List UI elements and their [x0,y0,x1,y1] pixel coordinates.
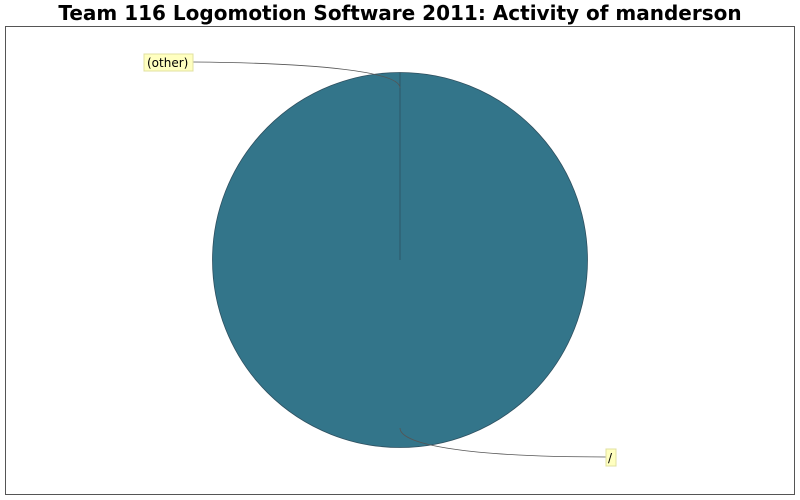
slice-label-root-box [605,448,617,467]
slice-label-root: / [605,448,617,467]
slice-label-other-box [143,53,194,72]
chart-title: Team 116 Logomotion Software 2011: Activ… [58,1,742,25]
leader-line-other [192,61,401,89]
slice-label-other-text: (other) [147,56,188,70]
leader-line-root [399,427,607,458]
slice-label-root-text: / [608,451,613,465]
slice-label-other: (other) [143,53,194,72]
